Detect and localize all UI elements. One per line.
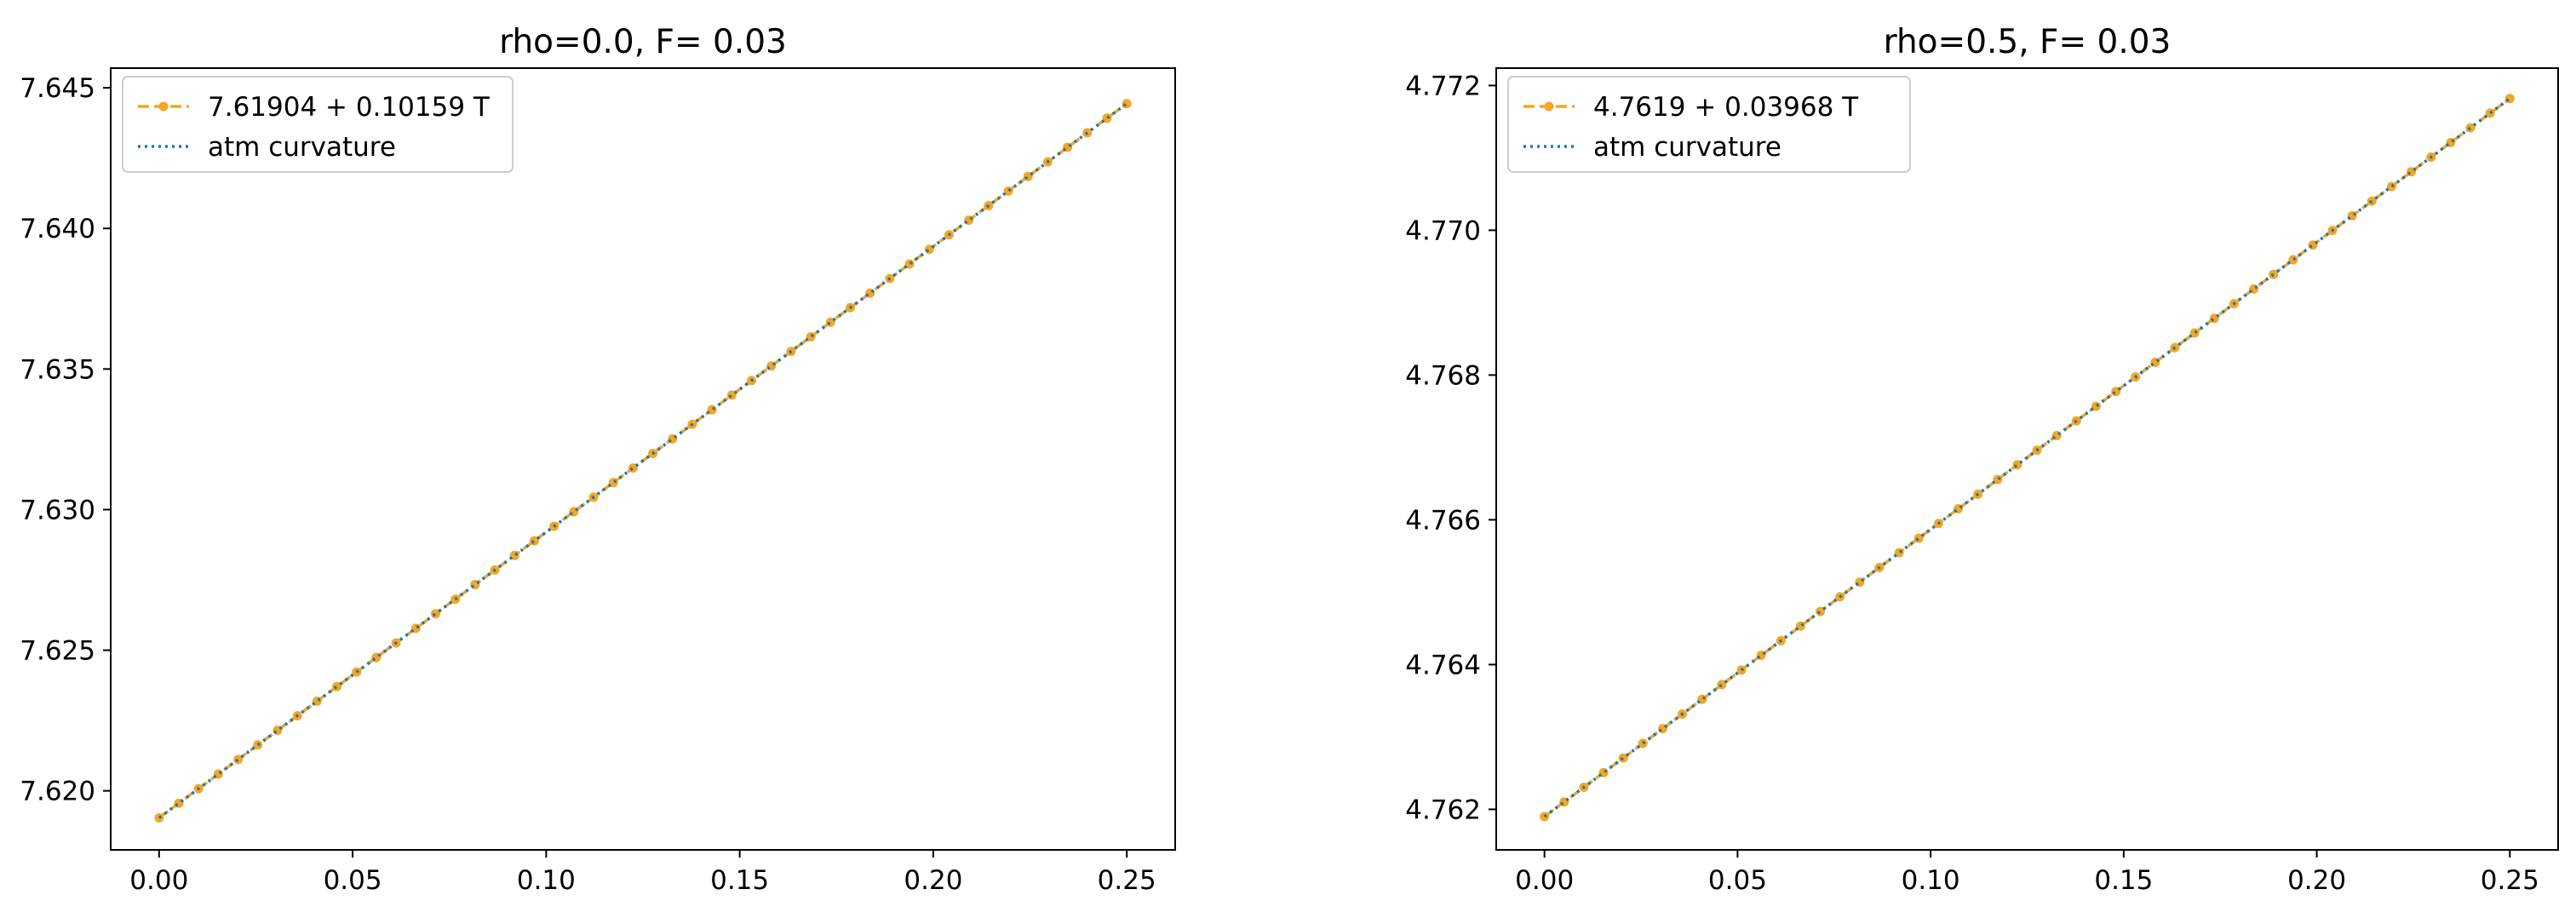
legend-fit-label: 7.61904 + 0.10159 T bbox=[208, 92, 491, 123]
atm-curvature-series bbox=[1543, 97, 2511, 818]
fit-data-point bbox=[1717, 680, 1727, 690]
x-tick-label: 0.10 bbox=[517, 865, 576, 896]
fit-data-point bbox=[806, 332, 816, 342]
y-tick-label: 7.625 bbox=[20, 636, 95, 667]
y-tick-label: 7.630 bbox=[20, 495, 95, 525]
fit-data-point bbox=[233, 754, 244, 765]
chart-rho-0-5: rho=0.5, F= 0.03 0.00 0.05 0.10 0.15 0.20 0.25… bbox=[1405, 23, 2559, 896]
chart-title: rho=0.0, F= 0.03 bbox=[499, 23, 787, 61]
x-tick-label: 0.15 bbox=[2094, 865, 2153, 896]
y-tick-label: 4.762 bbox=[1405, 795, 1481, 825]
fit-data-point bbox=[2387, 181, 2397, 192]
x-tick-label: 0.20 bbox=[2287, 865, 2346, 896]
fit-data-point bbox=[2288, 255, 2298, 265]
y-tick-label: 7.640 bbox=[20, 214, 95, 244]
y-tick-label: 7.635 bbox=[20, 354, 95, 385]
axes-frame bbox=[110, 67, 1176, 851]
fit-data-point bbox=[2189, 328, 2200, 338]
y-tick-label: 7.645 bbox=[20, 73, 95, 104]
axes-frame bbox=[1495, 67, 2559, 851]
x-tick-label: 0.15 bbox=[710, 865, 769, 896]
legend-box bbox=[122, 76, 513, 173]
fit-data-point bbox=[2367, 196, 2377, 206]
atm-curvature-series bbox=[158, 102, 1128, 819]
y-tick-label: 4.764 bbox=[1405, 650, 1481, 680]
chart-title: rho=0.5, F= 0.03 bbox=[1884, 23, 2172, 61]
y-tick-label: 4.768 bbox=[1405, 360, 1481, 391]
x-tick-label: 0.25 bbox=[2481, 865, 2539, 896]
legend-atm-label: atm curvature bbox=[1593, 132, 1781, 163]
x-tick-label: 0.20 bbox=[904, 865, 962, 896]
chart-rho-0: rho=0.0, F= 0.03 0.00 0.05 0.10 0.15 0.20 0.25… bbox=[20, 23, 1176, 896]
fit-data-point bbox=[430, 609, 440, 619]
legend-atm-label: atm curvature bbox=[208, 132, 396, 163]
fit-data-point bbox=[1913, 533, 1924, 543]
fit-data-point bbox=[332, 681, 342, 691]
fit-data-point bbox=[1102, 113, 1112, 123]
x-tick-label: 0.10 bbox=[1902, 865, 1960, 896]
fit-data-point bbox=[1003, 186, 1013, 196]
x-tick-label: 0.05 bbox=[324, 865, 382, 896]
legend-fit-marker bbox=[1544, 101, 1554, 112]
fit-data-point bbox=[904, 259, 915, 269]
fit-data-point bbox=[2504, 94, 2515, 104]
y-tick-label: 4.772 bbox=[1405, 71, 1481, 101]
y-tick-label: 4.766 bbox=[1405, 505, 1481, 536]
fit-data-point bbox=[1618, 753, 1628, 763]
y-tick-label: 7.620 bbox=[20, 777, 95, 807]
x-tick-label: 0.05 bbox=[1708, 865, 1767, 896]
x-tick-label: 0.00 bbox=[1515, 865, 1574, 896]
x-tick-label: 0.25 bbox=[1098, 865, 1156, 896]
fit-data-point bbox=[1122, 99, 1132, 109]
fit-data-point bbox=[529, 536, 539, 546]
legend-box bbox=[1507, 76, 1911, 173]
fit-data-point bbox=[628, 463, 638, 473]
x-tick-label: 0.00 bbox=[129, 865, 188, 896]
legend-fit-label: 4.7619 + 0.03968 T bbox=[1593, 92, 1859, 123]
fit-data-point bbox=[1993, 474, 2003, 485]
legend-fit-marker bbox=[158, 101, 169, 112]
y-tick-label: 4.770 bbox=[1405, 215, 1481, 246]
fit-data-point bbox=[2091, 401, 2101, 411]
fit-data-point bbox=[2465, 123, 2476, 133]
fit-data-point bbox=[1816, 606, 1826, 617]
